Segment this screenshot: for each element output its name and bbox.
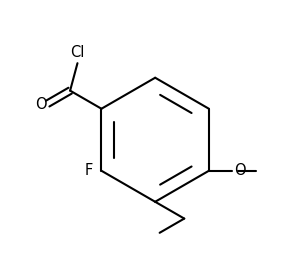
Text: O: O <box>35 97 46 112</box>
Text: Cl: Cl <box>70 45 85 60</box>
Text: F: F <box>84 163 92 178</box>
Text: O: O <box>234 163 245 178</box>
